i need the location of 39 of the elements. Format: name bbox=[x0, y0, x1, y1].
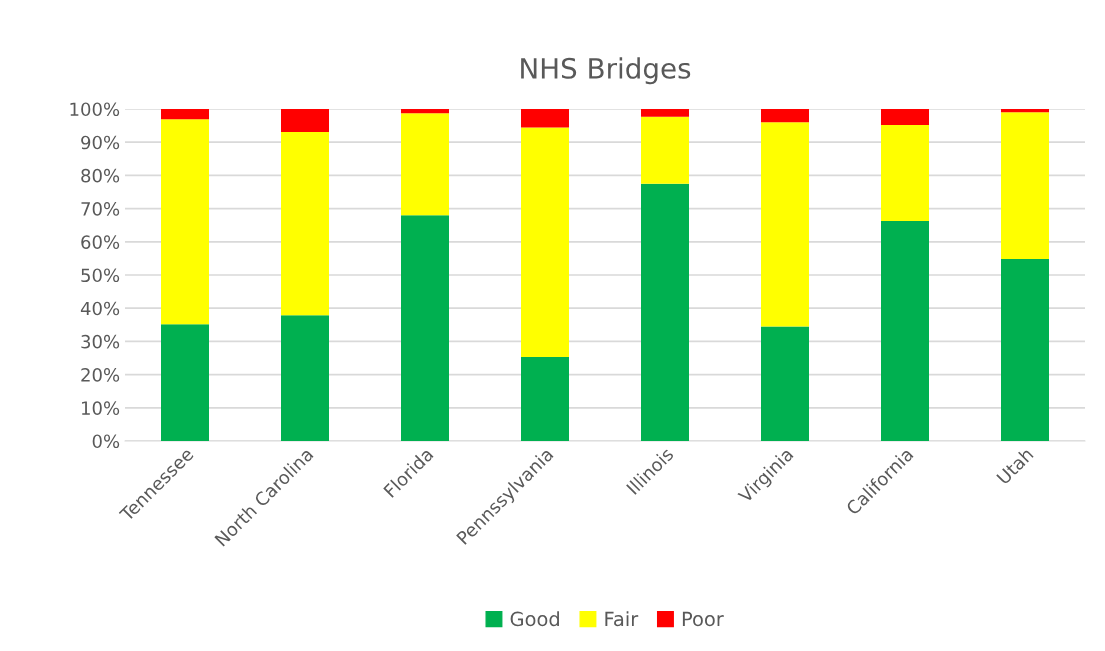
bar bbox=[761, 109, 809, 123]
legend-label: Good bbox=[510, 611, 559, 627]
bar bbox=[761, 326, 809, 441]
bar bbox=[401, 113, 449, 216]
bar bbox=[521, 357, 569, 441]
legend-label: Fair bbox=[605, 611, 639, 627]
y-tick-label: 10% bbox=[81, 401, 120, 415]
y-tick-label: 100% bbox=[70, 102, 120, 117]
bar bbox=[401, 109, 449, 114]
bar bbox=[1001, 259, 1049, 441]
bar bbox=[281, 315, 329, 441]
y-tick-label: 90% bbox=[81, 135, 120, 150]
y-tick-label: 50% bbox=[81, 268, 120, 283]
bar bbox=[881, 220, 929, 441]
bar bbox=[281, 131, 329, 316]
bar bbox=[281, 109, 329, 132]
y-tick-label: 70% bbox=[81, 202, 120, 216]
bar bbox=[881, 124, 929, 221]
bar bbox=[641, 116, 689, 184]
legend-label: Poor bbox=[682, 611, 724, 627]
bar bbox=[641, 109, 689, 117]
y-tick-label: 60% bbox=[81, 235, 120, 249]
bar bbox=[1001, 112, 1049, 260]
bar bbox=[521, 109, 569, 128]
bar bbox=[1001, 109, 1049, 113]
bar bbox=[641, 183, 689, 441]
y-tick-label: 80% bbox=[81, 168, 120, 183]
y-tick-label: 0% bbox=[92, 434, 120, 449]
bar bbox=[161, 119, 209, 325]
bar bbox=[881, 109, 929, 125]
bar bbox=[161, 109, 209, 120]
bar bbox=[521, 127, 569, 357]
bar bbox=[761, 122, 809, 327]
y-tick-label: 20% bbox=[81, 368, 120, 382]
y-tick-label: 30% bbox=[81, 334, 120, 349]
bar bbox=[401, 215, 449, 441]
y-tick-label: 40% bbox=[80, 301, 120, 316]
chart-title: NHS Bridges bbox=[521, 57, 691, 85]
bar bbox=[161, 324, 209, 441]
